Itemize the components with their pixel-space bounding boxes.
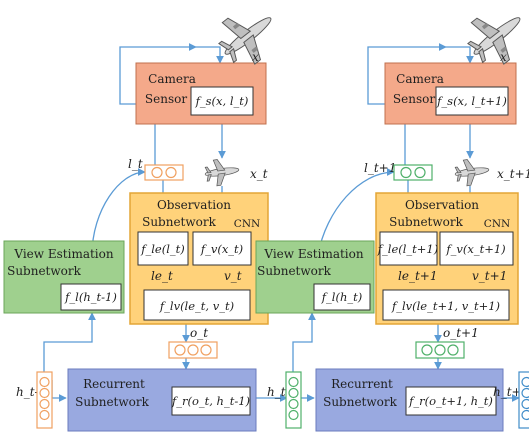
hidden-in-label: h_t [267, 385, 286, 399]
glimpse-label: x_t [250, 167, 268, 181]
camera-title-line1: Camera [148, 72, 196, 86]
view-title-line2: Subnetwork [7, 264, 82, 278]
le-label: le_t [151, 269, 173, 283]
camera-formula: f_s(x, l_t+1) [436, 94, 507, 108]
recurrent-title-line2: Subnetwork [323, 395, 398, 409]
view-formula: f_l(h_t-1) [64, 290, 117, 304]
view-estimation-subnetwork-box: View Estimation Subnetwork f_l(h_t) [255, 240, 375, 314]
input-image-label: x [500, 50, 507, 64]
camera-title-line1: Camera [396, 72, 444, 86]
fv-formula: f_v(x_t+1) [445, 242, 505, 256]
fle-formula: f_le(l_t) [140, 242, 185, 256]
observation-output-label: o_t+1 [443, 326, 479, 340]
camera-sensor-box: Camera Sensor f_s(x, l_t) [135, 62, 267, 125]
fv-formula: f_v(x_t) [200, 242, 243, 256]
camera-title-line2: Sensor [393, 92, 435, 106]
airplane-icon [218, 17, 272, 65]
camera-title-line2: Sensor [145, 92, 187, 106]
location-label: l_t [128, 157, 143, 171]
camera-sensor-box: Camera Sensor f_s(x, l_t+1) [384, 62, 517, 125]
v-label: v_t+1 [472, 269, 507, 283]
v-label: v_t [224, 269, 242, 283]
airplane-icon [467, 17, 521, 65]
observation-vector [168, 341, 218, 359]
recurrent-formula: f_r(o_t, h_t-1) [171, 394, 250, 408]
recurrent-title-line1: Recurrent [331, 377, 393, 391]
arrow-x-to-camera-2 [446, 46, 474, 64]
input-image-label: x [252, 50, 259, 64]
hidden-state-vector [285, 371, 302, 429]
view-estimation-subnetwork-box: View Estimation Subnetwork f_l(h_t-1) [3, 240, 125, 314]
location-label: l_t+1 [364, 161, 396, 175]
view-title-line1: View Estimation [13, 247, 113, 261]
arrow-h-to-view-2 [292, 312, 316, 372]
observation-title-line2: Subnetwork [142, 215, 217, 229]
arrow-x-to-camera [196, 46, 224, 64]
flv-formula: f_lv(le_t+1, v_t+1) [391, 299, 500, 313]
block-step-t-plus-1: Camera Sensor f_s(x, l_t+1) x x_t+1 l_t+… [255, 17, 529, 432]
le-label: le_t+1 [398, 269, 437, 283]
cnn-label: CNN [234, 218, 260, 230]
observation-title-line2: Subnetwork [389, 215, 464, 229]
airplane-icon [454, 159, 490, 187]
block-step-t: Camera Sensor f_s(x, l_t) x x_t l_t [3, 17, 272, 432]
arrow-view-to-location-2 [317, 168, 395, 256]
view-formula: f_l(h_t) [321, 290, 362, 304]
location-vector [393, 164, 433, 181]
recurrent-title-line1: Recurrent [83, 377, 145, 391]
observation-title-line1: Observation [405, 198, 479, 212]
arrow-h-to-recurrent [51, 380, 67, 402]
recurrent-formula: f_r(o_t+1, h_t) [408, 394, 493, 408]
fle-formula: f_le(l_t+1) [377, 242, 438, 256]
arrow-h-to-view [43, 312, 96, 372]
view-title-line1: View Estimation [263, 247, 363, 261]
glimpse-label: x_t+1 [497, 167, 529, 181]
observation-output-label: o_t [190, 326, 208, 340]
observation-subnetwork-box: Observation Subnetwork CNN f_le(l_t) f_v… [129, 192, 269, 325]
observation-vector [415, 341, 465, 359]
hidden-state-vector [36, 371, 53, 429]
recurrent-title-line2: Subnetwork [75, 395, 150, 409]
cnn-label: CNN [484, 218, 510, 230]
recurrent-subnetwork-box: Recurrent Subnetwork f_r(o_t+1, h_t) [315, 368, 504, 432]
recurrent-subnetwork-box: Recurrent Subnetwork f_r(o_t, h_t-1) [67, 368, 257, 432]
flv-formula: f_lv(le_t, v_t) [159, 299, 234, 313]
hidden-state-vector-out [518, 371, 529, 429]
airplane-icon [204, 159, 240, 187]
camera-formula: f_s(x, l_t) [195, 94, 249, 108]
observation-title-line1: Observation [157, 198, 231, 212]
view-title-line2: Subnetwork [257, 264, 332, 278]
observation-subnetwork-box: Observation Subnetwork CNN f_le(l_t+1) f… [375, 192, 519, 325]
location-vector [144, 164, 184, 181]
